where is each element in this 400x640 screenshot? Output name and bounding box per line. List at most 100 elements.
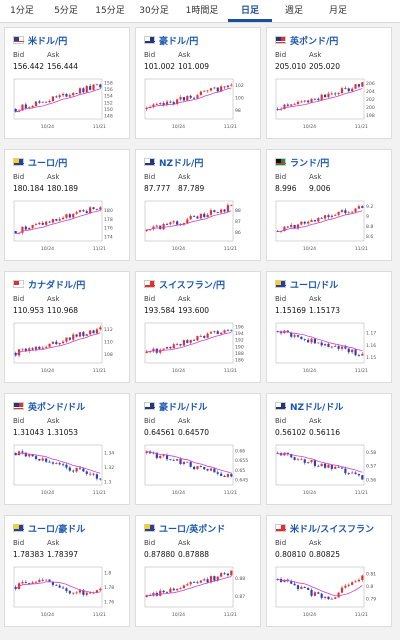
tab-3[interactable]: 30分足: [139, 6, 169, 16]
rate-card[interactable]: カナダドル/円 Bid Ask 110.953 110.968 108 110 11…: [4, 271, 130, 383]
candle-body: [186, 461, 189, 463]
currency-pair-link[interactable]: NZドル/円: [159, 158, 204, 169]
bid-value: 205.010: [275, 62, 307, 71]
currency-pair-link[interactable]: 米ドル/円: [28, 36, 68, 47]
candle-body: [99, 588, 102, 591]
rate-card[interactable]: ランド/円 Bid Ask 8.996 9.006 8.6 8.8 9 9.2 10/2…: [266, 149, 392, 261]
candle-body: [169, 459, 172, 460]
candlestick-chart[interactable]: 198 200 202 204 206 10/24 11/21: [275, 76, 385, 132]
candle-body: [89, 473, 92, 475]
currency-pair-link[interactable]: NZドル/ドル: [290, 402, 344, 413]
y-tick-label: 156: [104, 87, 113, 93]
currency-pair-link[interactable]: ユーロ/円: [28, 158, 68, 169]
candle-body: [351, 88, 354, 92]
currency-pair-link[interactable]: スイスフラン/円: [159, 280, 226, 291]
y-tick-label: 0.655: [235, 458, 248, 464]
candle-body: [216, 87, 219, 92]
currency-pair-link[interactable]: 豪ドル/ドル: [159, 402, 208, 413]
candlestick-chart[interactable]: 108 110 112 10/24 11/21: [13, 320, 123, 376]
candle-body: [317, 592, 320, 594]
currency-pair-link[interactable]: カナダドル/円: [28, 280, 86, 291]
candlestick-chart[interactable]: 1.3 1.32 1.34 10/24 11/21: [13, 442, 123, 498]
candle-body: [337, 466, 340, 468]
candle-body: [75, 212, 78, 214]
tab-0[interactable]: 1分足: [10, 6, 34, 16]
currency-pair-link[interactable]: 米ドル/スイスフラン: [290, 524, 375, 535]
candlestick-chart[interactable]: 0.87 0.88 10/24 11/21: [144, 564, 254, 620]
candlestick-chart[interactable]: 86 87 88 10/24 11/21: [144, 198, 254, 254]
y-tick-label: 0.8: [366, 584, 373, 590]
y-tick-label: 174: [104, 235, 113, 241]
rate-card[interactable]: 英ポンド/ドル Bid Ask 1.31043 1.31053 1.3 1.32 1…: [4, 393, 130, 505]
rate-card[interactable]: ユーロ/ドル Bid Ask 1.15169 1.15173 1.15 1.16 1…: [266, 271, 392, 383]
candle-body: [75, 93, 78, 94]
rate-card[interactable]: ユーロ/円 Bid Ask 180.184 180.189 174 176 178 1…: [4, 149, 130, 261]
y-tick-label: 108: [104, 352, 113, 358]
candle-body: [209, 468, 213, 471]
tab-4[interactable]: 1時間足: [185, 6, 219, 16]
candle-body: [152, 226, 155, 230]
rate-card[interactable]: ユーロ/英ポンド Bid Ask 0.87880 0.87888 0.87 0.8…: [135, 515, 261, 627]
currency-pair-link[interactable]: 豪ドル/円: [159, 36, 199, 47]
currency-pair-link[interactable]: ユーロ/英ポンド: [159, 524, 226, 535]
x-tick-label: 11/21: [355, 124, 368, 130]
tab-5[interactable]: 日足: [228, 0, 272, 22]
candle-body: [41, 222, 44, 225]
rate-card[interactable]: 英ポンド/円 Bid Ask 205.010 205.020 198 200 202…: [266, 27, 392, 139]
candlestick-chart[interactable]: 98 100 102 10/24 11/21: [144, 76, 254, 132]
y-tick-label: 0.57: [366, 464, 376, 470]
rate-card[interactable]: NZドル/ドル Bid Ask 0.56102 0.56116 0.56 0.57…: [266, 393, 392, 505]
tab-1[interactable]: 5分足: [54, 6, 78, 16]
candle-body: [361, 353, 364, 356]
currency-pair-link[interactable]: ユーロ/ドル: [290, 280, 339, 291]
candlestick-chart[interactable]: 1.15 1.16 1.17 10/24 11/21: [275, 320, 385, 376]
y-tick-label: 188: [235, 351, 244, 357]
y-tick-label: 1.16: [366, 343, 376, 349]
rate-card[interactable]: NZドル/円 Bid Ask 87.777 87.789 86 87 88 10/24…: [135, 149, 261, 261]
rate-card[interactable]: 豪ドル/ドル Bid Ask 0.64561 0.64570 0.645 0.65…: [135, 393, 261, 505]
candlestick-chart[interactable]: 174 176 178 180 10/24 11/21: [13, 198, 123, 254]
y-tick-label: 9: [366, 214, 369, 220]
currency-pair-link[interactable]: 英ポンド/ドル: [28, 402, 86, 413]
rate-card[interactable]: 米ドル/円 Bid Ask 156.442 156.444 148 150 152 1…: [4, 27, 130, 139]
currency-pair-link[interactable]: ランド/円: [290, 158, 330, 169]
candle-body: [347, 473, 350, 474]
candle-body: [230, 84, 233, 86]
moving-average-line: [15, 332, 101, 356]
currency-pair-link[interactable]: 英ポンド/円: [290, 36, 339, 47]
candle-body: [172, 221, 175, 223]
x-tick-label: 11/21: [224, 612, 237, 618]
currency-pair-link[interactable]: ユーロ/豪ドル: [28, 524, 86, 535]
moving-average-line: [146, 576, 232, 596]
x-tick-label: 10/24: [303, 246, 316, 252]
card-header: NZドル/ドル: [275, 400, 344, 413]
rate-card[interactable]: 米ドル/スイスフラン Bid Ask 0.80810 0.80825 0.79 0…: [266, 515, 392, 627]
rate-card[interactable]: スイスフラン/円 Bid Ask 193.584 193.600 186 188 1…: [135, 271, 261, 383]
candlestick-chart[interactable]: 1.76 1.78 1.8 10/24 11/21: [13, 564, 123, 620]
rate-card[interactable]: ユーロ/豪ドル Bid Ask 1.78383 1.78397 1.76 1.78…: [4, 515, 130, 627]
tab-2[interactable]: 15分足: [95, 6, 125, 16]
candlestick-chart[interactable]: 8.6 8.8 9 9.2 10/24 11/21: [275, 198, 385, 254]
candle-body: [351, 211, 354, 213]
candle-body: [169, 346, 172, 349]
candle-body: [334, 466, 337, 469]
ask-label: Ask: [309, 51, 322, 59]
candle-body: [155, 592, 158, 596]
y-tick-label: 206: [366, 81, 375, 87]
candle-body: [334, 346, 337, 347]
candle-body: [307, 461, 310, 463]
rate-card[interactable]: 豪ドル/円 Bid Ask 101.002 101.009 98 100 102 10…: [135, 27, 261, 139]
candle-body: [162, 103, 165, 105]
candlestick-chart[interactable]: 0.645 0.65 0.655 0.66 10/24 11/21: [144, 442, 254, 498]
candle-body: [199, 336, 202, 337]
candle-body: [323, 94, 327, 98]
candle-body: [155, 452, 158, 459]
tab-7[interactable]: 月足: [328, 6, 347, 16]
tab-6[interactable]: 週足: [284, 6, 303, 16]
candlestick-chart[interactable]: 0.79 0.8 0.81 10/24 11/21: [275, 564, 385, 620]
candlestick-chart[interactable]: 0.56 0.57 0.58 10/24 11/21: [275, 442, 385, 498]
candle-body: [361, 475, 364, 480]
candle-body: [145, 451, 148, 453]
